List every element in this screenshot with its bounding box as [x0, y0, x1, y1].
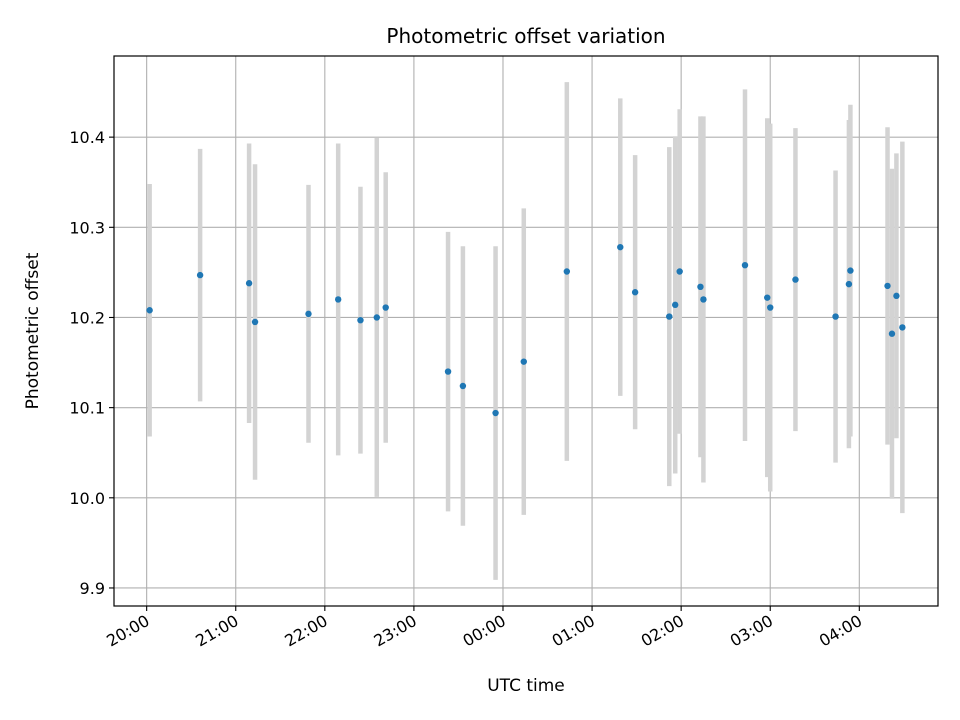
data-point [492, 409, 499, 417]
data-point [251, 318, 259, 326]
data-point [741, 261, 749, 269]
y-tick-label: 10.4 [69, 128, 105, 147]
data-point [899, 324, 906, 331]
data-point [357, 316, 364, 324]
y-tick-label: 10.2 [69, 308, 105, 327]
plot-frame [113, 55, 939, 607]
data-points [146, 243, 906, 417]
data-point [382, 304, 389, 311]
data-point [245, 280, 253, 287]
y-tick-label: 10.3 [69, 218, 105, 237]
y-axis-label: Photometric offset [23, 252, 43, 409]
data-point [444, 368, 452, 375]
data-point [146, 307, 153, 314]
data-point [196, 271, 204, 279]
y-tick-label: 10.0 [69, 489, 105, 508]
data-point [631, 289, 639, 296]
data-point [792, 276, 799, 283]
data-point [672, 301, 679, 309]
data-point [847, 267, 854, 274]
y-tick-label: 10.1 [69, 399, 105, 418]
data-point [884, 282, 891, 290]
data-point [459, 382, 467, 390]
data-point [563, 268, 571, 275]
data-point [767, 304, 774, 311]
data-point [666, 313, 673, 320]
data-point [676, 268, 683, 275]
data-point [520, 358, 527, 365]
data-point [617, 243, 624, 251]
chart-title: Photometric offset variation [386, 24, 665, 48]
data-point [888, 330, 896, 337]
x-axis-label: UTC time [487, 676, 565, 696]
data-point [334, 296, 342, 303]
data-point [373, 314, 380, 321]
data-point [305, 310, 312, 318]
data-point [893, 292, 900, 300]
data-point [832, 313, 839, 320]
y-tick-label: 9.9 [80, 579, 105, 598]
data-point [697, 283, 704, 291]
data-point [764, 294, 771, 301]
y-axis-ticks: 9.9 10.0 10.1 10.2 10.3 10.4 [69, 128, 114, 598]
data-point [845, 280, 853, 288]
data-point [700, 296, 707, 303]
